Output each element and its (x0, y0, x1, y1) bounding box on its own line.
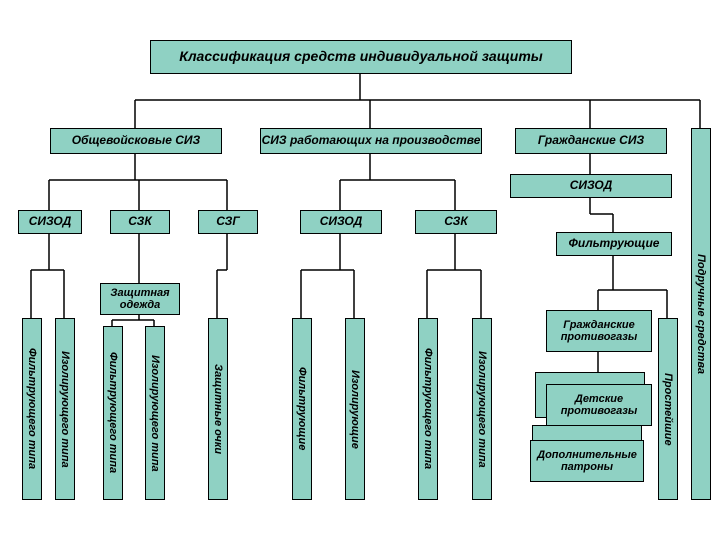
row2-a: СИЗОД (18, 210, 82, 234)
vert-v2: Изолирующего типа (55, 318, 75, 500)
row1-a: Общевойсковые СИЗ (50, 128, 222, 154)
vert-v6: Фильтрующие (292, 318, 312, 500)
row2-d: СИЗОД (300, 210, 382, 234)
card-3: Дополнительные патроны (530, 440, 644, 482)
vert-v5: Защитные очки (208, 318, 228, 500)
vert-v7: Изолирующие (345, 318, 365, 500)
sizod-wide: СИЗОД (510, 174, 672, 198)
row2-e: СЗК (415, 210, 497, 234)
filtering-box: Фильтрующие (556, 232, 672, 256)
vert-v3: Фильтрующего типа (103, 326, 123, 500)
protective-clothing: Защитная одежда (100, 283, 180, 315)
vert-v9: Изолирующего типа (472, 318, 492, 500)
row1-b: СИЗ работающих на производстве (260, 128, 482, 154)
vert-v8: Фильтрующего типа (418, 318, 438, 500)
card-1: Гражданские противогазы (546, 310, 652, 352)
vert-v1: Фильтрующего типа (22, 318, 42, 500)
side-column: Подручные средства (691, 128, 711, 500)
card-2: Детские противогазы (546, 384, 652, 426)
row2-b: СЗК (110, 210, 170, 234)
row2-c: СЗГ (198, 210, 258, 234)
vert-v4: Изолирующего типа (145, 326, 165, 500)
row1-c: Гражданские СИЗ (515, 128, 667, 154)
vert-v10: Простейшие (658, 318, 678, 500)
title-box: Классификация средств индивидуальной защ… (150, 40, 572, 74)
